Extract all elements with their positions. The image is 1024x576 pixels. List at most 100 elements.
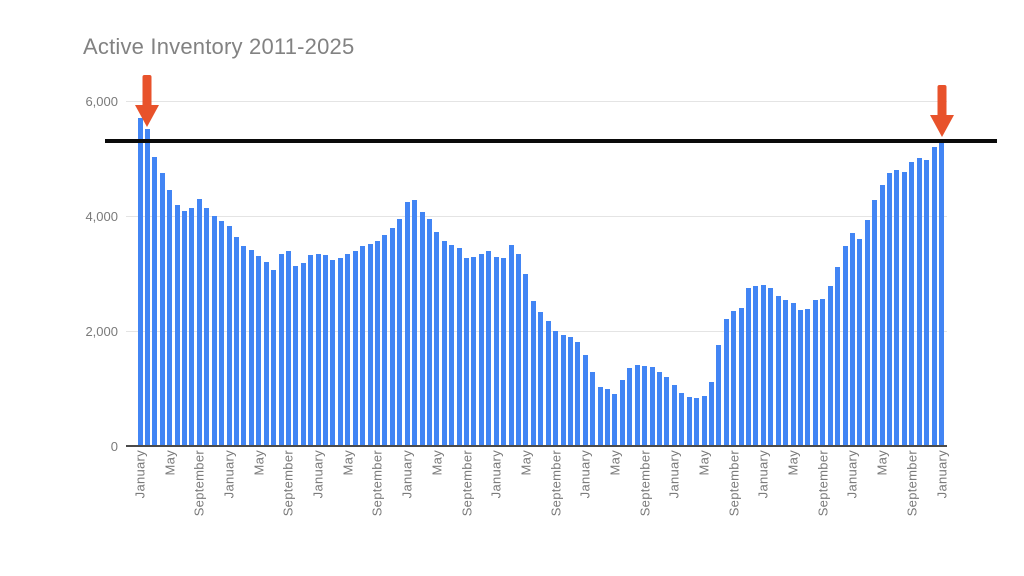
x-axis-baseline — [126, 444, 947, 447]
bar — [664, 376, 670, 446]
x-axis-tick-label: September — [815, 450, 831, 517]
x-axis-tick-label: September — [459, 450, 475, 517]
down-arrow-icon — [929, 84, 954, 137]
y-axis-tick-label: 6,000 — [85, 94, 118, 109]
bar — [901, 171, 907, 446]
bar — [397, 218, 403, 446]
bar — [582, 355, 588, 446]
bar — [805, 308, 811, 446]
x-axis-tick-label: January — [577, 450, 593, 499]
bar — [434, 231, 440, 446]
x-axis-tick-label: September — [548, 450, 564, 517]
bar — [449, 245, 455, 446]
bar — [300, 262, 306, 446]
bar — [182, 210, 188, 446]
bar — [864, 219, 870, 446]
bar — [701, 396, 707, 446]
x-axis-tick-label: September — [191, 450, 207, 517]
bar — [768, 288, 774, 446]
bar — [642, 365, 648, 446]
bar — [271, 269, 277, 446]
bar — [360, 246, 366, 446]
bar — [248, 249, 254, 446]
y-axis-tick-label: 2,000 — [85, 323, 118, 339]
bar — [256, 256, 262, 446]
bar — [694, 398, 700, 446]
bar — [196, 199, 202, 446]
bar — [790, 303, 796, 446]
bar — [916, 157, 922, 446]
bar — [337, 258, 343, 446]
bar — [441, 241, 447, 446]
x-axis-tick-label: January — [488, 450, 504, 499]
bar — [894, 169, 900, 446]
bar — [612, 394, 618, 446]
bar — [924, 159, 930, 446]
bar — [167, 189, 173, 446]
bar — [753, 285, 759, 446]
bar — [508, 245, 514, 446]
bar — [152, 156, 158, 446]
bar — [560, 334, 566, 446]
bar — [634, 365, 640, 446]
x-axis-tick-label: September — [369, 450, 385, 517]
bar — [389, 227, 395, 446]
x-axis-tick-label: January — [310, 450, 326, 499]
bar — [649, 366, 655, 446]
bar — [159, 173, 165, 446]
bar — [233, 236, 239, 446]
x-axis-tick-label: September — [637, 450, 653, 517]
bar — [211, 215, 217, 446]
x-axis-tick-label: May — [874, 450, 890, 476]
bar — [315, 253, 321, 446]
bar — [330, 260, 336, 446]
bar — [686, 396, 692, 446]
bar — [575, 341, 581, 446]
bar — [538, 311, 544, 446]
bar — [849, 233, 855, 446]
bar — [515, 253, 521, 446]
x-axis-tick-label: May — [251, 450, 267, 476]
bar — [872, 199, 878, 446]
bar — [352, 251, 358, 446]
x-axis-tick-label: January — [934, 450, 949, 499]
bar — [887, 172, 893, 446]
bar — [471, 256, 477, 446]
bar — [909, 161, 915, 446]
bar — [530, 300, 536, 446]
bar — [679, 392, 685, 446]
bar — [523, 273, 529, 446]
bar — [656, 372, 662, 446]
x-axis-tick-label: May — [518, 450, 534, 476]
bar — [723, 319, 729, 446]
bar — [760, 284, 766, 446]
bar — [627, 367, 633, 446]
bar — [486, 251, 492, 446]
bar — [567, 336, 573, 446]
bar — [545, 320, 551, 446]
bar — [323, 254, 329, 446]
gridline — [126, 215, 947, 217]
bar — [708, 382, 714, 446]
bar — [144, 128, 150, 446]
bar — [308, 254, 314, 446]
bar — [478, 253, 484, 446]
bar — [501, 258, 507, 446]
bar — [204, 207, 210, 446]
gridline — [126, 101, 947, 102]
threshold-annotation-line — [105, 138, 997, 143]
bar — [812, 300, 818, 446]
bar — [553, 330, 559, 446]
bar — [412, 200, 418, 446]
x-axis-tick-label: May — [696, 450, 712, 476]
bar — [783, 300, 789, 446]
x-axis-tick-label: January — [132, 450, 148, 499]
bar — [827, 285, 833, 446]
bar — [174, 204, 180, 446]
x-axis-tick-label: May — [340, 450, 356, 476]
bar — [426, 219, 432, 446]
bar — [931, 146, 937, 446]
bar — [382, 234, 388, 446]
x-axis-tick-label: January — [666, 450, 682, 499]
